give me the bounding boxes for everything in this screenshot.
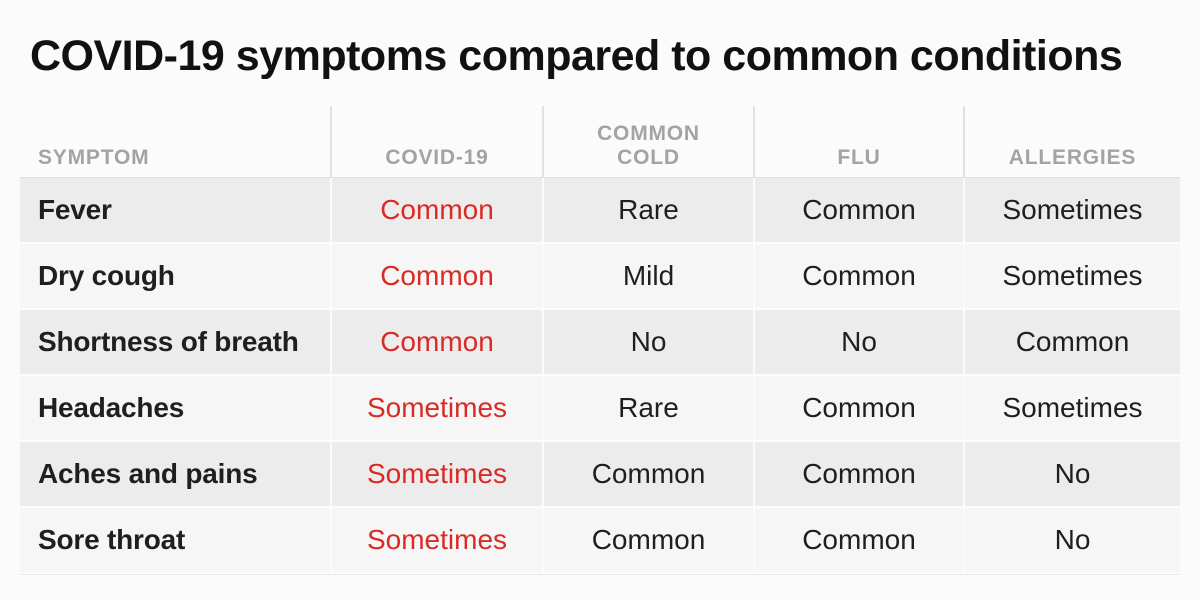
common-cold-cell: No: [542, 310, 753, 374]
column-header-common-cold: COMMON COLD: [542, 106, 753, 177]
column-header-flu-label: FLU: [837, 145, 881, 169]
column-header-allergies-label: ALLERGIES: [1008, 145, 1137, 169]
symptoms-table: SYMPTOM COVID-19 COMMON COLD FLU ALLERGI…: [20, 106, 1180, 575]
symptom-cell: Headaches: [38, 392, 185, 423]
flu-cell: Common: [753, 442, 963, 506]
column-header-allergies: ALLERGIES: [963, 106, 1180, 177]
allergies-cell: Sometimes: [963, 376, 1180, 440]
common-cold-cell: Common: [542, 442, 753, 506]
table-row: Fever Common Rare Common Sometimes: [20, 178, 1180, 242]
covid19-cell: Sometimes: [330, 442, 542, 506]
table-row: Dry cough Common Mild Common Sometimes: [20, 244, 1180, 308]
covid19-cell: Common: [330, 178, 542, 242]
column-header-common-cold-label: COMMON COLD: [597, 121, 700, 169]
column-header-symptom: SYMPTOM: [20, 106, 330, 177]
covid19-cell: Common: [330, 310, 542, 374]
common-cold-cell: Mild: [542, 244, 753, 308]
symptom-cell: Sore throat: [38, 524, 186, 555]
allergies-cell: Sometimes: [963, 244, 1180, 308]
table-row: Headaches Sometimes Rare Common Sometime…: [20, 376, 1180, 440]
symptom-cell: Dry cough: [38, 260, 175, 291]
table-body: Fever Common Rare Common Sometimes Dry c…: [20, 178, 1180, 575]
page-title: COVID-19 symptoms compared to common con…: [30, 32, 1123, 80]
table-row: Aches and pains Sometimes Common Common …: [20, 442, 1180, 506]
covid19-cell: Sometimes: [330, 376, 542, 440]
column-header-covid19-label: COVID-19: [385, 145, 489, 169]
common-cold-cell: Rare: [542, 178, 753, 242]
symptom-cell: Fever: [38, 194, 112, 225]
allergies-cell: Sometimes: [963, 178, 1180, 242]
allergies-cell: No: [963, 508, 1180, 572]
column-header-flu: FLU: [753, 106, 963, 177]
symptom-cell: Shortness of breath: [38, 326, 299, 357]
table-row: Sore throat Sometimes Common Common No: [20, 508, 1180, 572]
column-header-covid19: COVID-19: [330, 106, 542, 177]
table-header-row: SYMPTOM COVID-19 COMMON COLD FLU ALLERGI…: [20, 106, 1180, 178]
allergies-cell: Common: [963, 310, 1180, 374]
covid19-cell: Sometimes: [330, 508, 542, 572]
symptom-cell: Aches and pains: [38, 458, 258, 489]
flu-cell: Common: [753, 178, 963, 242]
common-cold-cell: Common: [542, 508, 753, 572]
flu-cell: Common: [753, 244, 963, 308]
flu-cell: No: [753, 310, 963, 374]
table-row: Shortness of breath Common No No Common: [20, 310, 1180, 374]
covid19-cell: Common: [330, 244, 542, 308]
flu-cell: Common: [753, 508, 963, 572]
column-header-symptom-label: SYMPTOM: [38, 145, 150, 169]
allergies-cell: No: [963, 442, 1180, 506]
flu-cell: Common: [753, 376, 963, 440]
common-cold-cell: Rare: [542, 376, 753, 440]
